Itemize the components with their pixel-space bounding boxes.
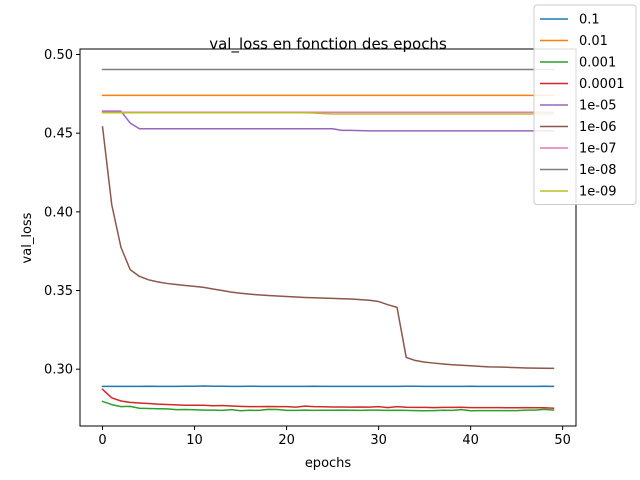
chart-title: val_loss en fonction des epochs (209, 35, 447, 54)
series-layer (101, 68, 555, 412)
x-axis-ticks: 0 10 20 30 40 50 (98, 426, 571, 448)
legend-label-4: 1e-05 (579, 99, 617, 114)
series-line-8 (101, 111, 555, 115)
y-tick-label: 0.50 (44, 48, 73, 63)
x-axis-label: epochs (305, 456, 352, 471)
legend: 0.1 0.01 0.001 0.0001 1e-05 1e-06 1e-07 1e-08 1e… (533, 4, 637, 205)
series-line-3 (101, 388, 555, 410)
legend-label-6: 1e-07 (579, 142, 617, 157)
y-tick-label: 0.30 (44, 363, 73, 378)
legend-label-5: 1e-06 (579, 120, 617, 135)
plot-frame (79, 48, 577, 427)
y-axis-label: val_loss (20, 212, 35, 263)
x-tick-label: 0 (98, 433, 106, 448)
legend-label-0: 0.1 (579, 13, 600, 28)
legend-label-2: 0.001 (579, 56, 616, 71)
y-tick-label: 0.45 (44, 127, 73, 142)
legend-label-1: 0.01 (579, 34, 608, 49)
x-tick-label: 40 (462, 433, 479, 448)
series-line-4 (101, 110, 555, 132)
series-line-2 (101, 400, 555, 412)
legend-label-3: 0.0001 (579, 77, 625, 92)
x-tick-label: 50 (554, 433, 571, 448)
x-tick-label: 30 (370, 433, 387, 448)
legend-box (533, 4, 637, 205)
y-tick-label: 0.35 (44, 284, 73, 299)
y-tick-label: 0.40 (44, 205, 73, 220)
x-tick-label: 20 (278, 433, 295, 448)
legend-label-8: 1e-09 (579, 185, 617, 200)
legend-label-7: 1e-08 (579, 163, 617, 178)
x-tick-label: 10 (186, 433, 203, 448)
series-line-5 (101, 126, 555, 370)
y-axis-ticks: 0.30 0.35 0.40 0.45 0.50 (44, 48, 80, 378)
